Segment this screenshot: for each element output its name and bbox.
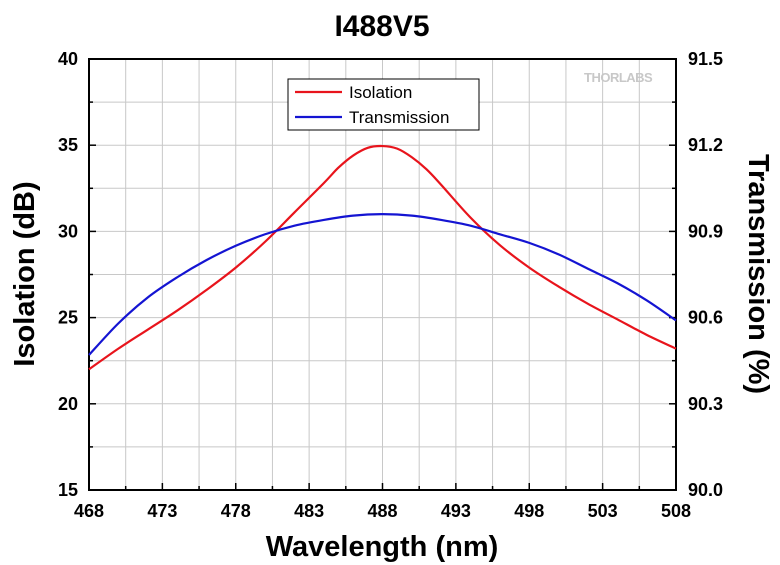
y2-axis-title: Transmission (%)	[742, 154, 774, 394]
x-tick-label: 473	[147, 501, 177, 521]
legend: Isolation Transmission	[287, 78, 480, 131]
y2-tick-label: 90.6	[688, 308, 723, 328]
x-tick-label: 508	[661, 501, 691, 521]
y2-tick-label: 90.3	[688, 394, 723, 414]
x-tick-label: 478	[221, 501, 251, 521]
y2-tick-label: 91.2	[688, 135, 723, 155]
x-tick-label: 488	[367, 501, 397, 521]
isolation-line	[88, 144, 677, 371]
x-tick-label: 468	[74, 501, 104, 521]
y2-tick-label: 91.5	[688, 49, 723, 69]
y-tick-label: 40	[58, 49, 78, 69]
y2-tick-label: 90.0	[688, 480, 723, 500]
y-tick-labels: 15 20 25 30 35 40	[58, 49, 78, 500]
x-tick-label: 498	[514, 501, 544, 521]
y-tick-label: 35	[58, 135, 78, 155]
y-tick-label: 25	[58, 308, 78, 328]
y2-tick-labels: 90.0 90.3 90.6 90.9 91.2 91.5	[688, 49, 723, 500]
x-tick-label: 503	[588, 501, 618, 521]
series-layer	[88, 144, 677, 371]
x-tick-label: 493	[441, 501, 471, 521]
y-tick-label: 15	[58, 480, 78, 500]
x-tick-label: 483	[294, 501, 324, 521]
y-tick-label: 20	[58, 394, 78, 414]
chart-title: I488V5	[334, 10, 429, 43]
x-axis-title: Wavelength (nm)	[266, 531, 499, 563]
x-tick-labels: 468 473 478 483 488 493 498 503 508	[74, 501, 691, 521]
y-tick-label: 30	[58, 221, 78, 241]
y-axis-title: Isolation (dB)	[9, 181, 41, 366]
tick-marks	[88, 58, 677, 491]
transmission-line	[88, 213, 677, 356]
legend-label-isolation: Isolation	[349, 83, 412, 102]
y2-tick-label: 90.9	[688, 221, 723, 241]
legend-box	[287, 78, 480, 131]
legend-label-transmission: Transmission	[349, 108, 449, 127]
thorlabs-watermark: THORLABS	[584, 70, 653, 85]
grid	[89, 59, 676, 490]
